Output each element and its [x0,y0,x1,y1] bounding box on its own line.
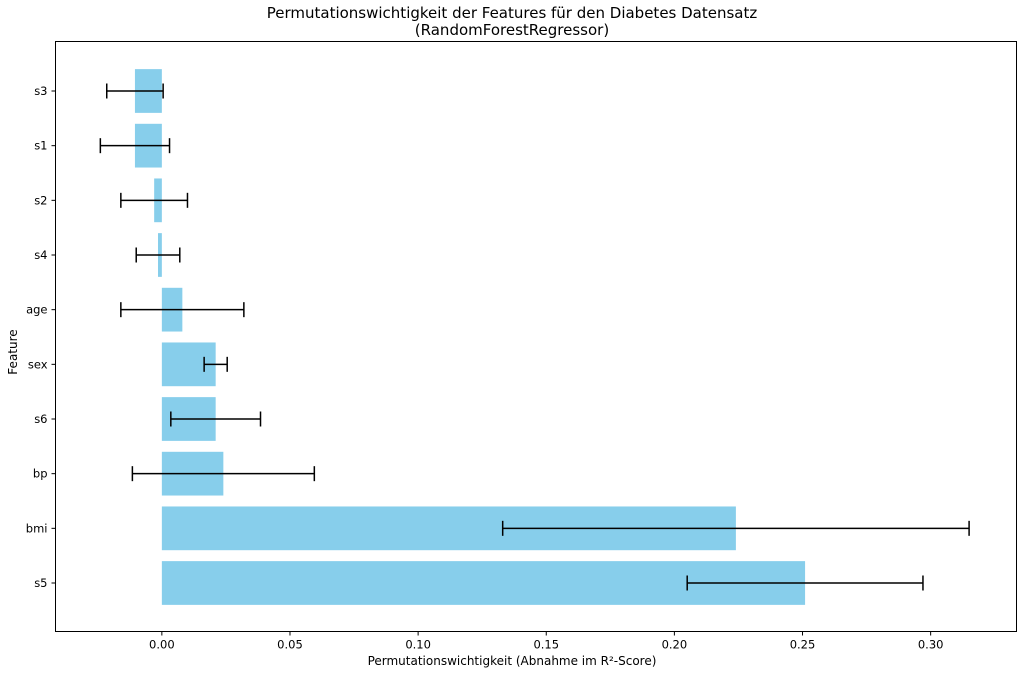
error-bar-s1 [99,138,171,154]
error-bar-s5 [686,575,924,591]
x-tick-label: 0.10 [405,638,431,652]
error-bars-layer [99,83,970,591]
error-bar-age [120,302,245,318]
y-tick-label-sex: sex [28,357,48,371]
x-tick-label: 0.05 [277,638,303,652]
y-tick-label-s6: s6 [34,412,47,426]
x-tick-label: 0.20 [662,638,688,652]
error-bar-bp [131,466,316,482]
error-bar-s4 [135,247,181,263]
error-bar-sex [203,356,228,372]
x-axis-label: Permutationswichtigkeit (Abnahme im R²-S… [367,654,657,668]
x-axis-ticks: 0.00 0.05 0.10 0.15 0.20 0.25 0.30 [149,631,944,652]
error-bar-s3 [106,83,164,99]
y-tick-label-bmi: bmi [26,521,48,535]
y-tick-label-s5: s5 [34,576,47,590]
chart-subtitle: (RandomForestRegressor) [414,21,610,39]
y-tick-label-bp: bp [33,467,48,481]
error-bar-bmi [501,520,970,536]
y-axis-ticks: s5 bmi bp s6 sex age s4 s2 s1 s3 [26,84,56,590]
y-axis-label: Feature [6,329,20,375]
chart-title: Permutationswichtigkeit der Features für… [266,4,758,22]
y-tick-label-s3: s3 [34,84,47,98]
x-tick-label: 0.00 [149,638,175,652]
x-tick-label: 0.30 [918,638,944,652]
x-tick-label: 0.25 [790,638,816,652]
error-bar-s6 [170,411,262,427]
y-tick-label-s1: s1 [34,139,47,153]
plot-frame [55,41,1017,632]
y-tick-label-s2: s2 [34,193,47,207]
error-bar-s2 [120,192,189,208]
y-tick-label-age: age [26,303,47,317]
y-tick-label-s4: s4 [34,248,47,262]
x-tick-label: 0.15 [533,638,559,652]
bars-layer [134,69,806,605]
